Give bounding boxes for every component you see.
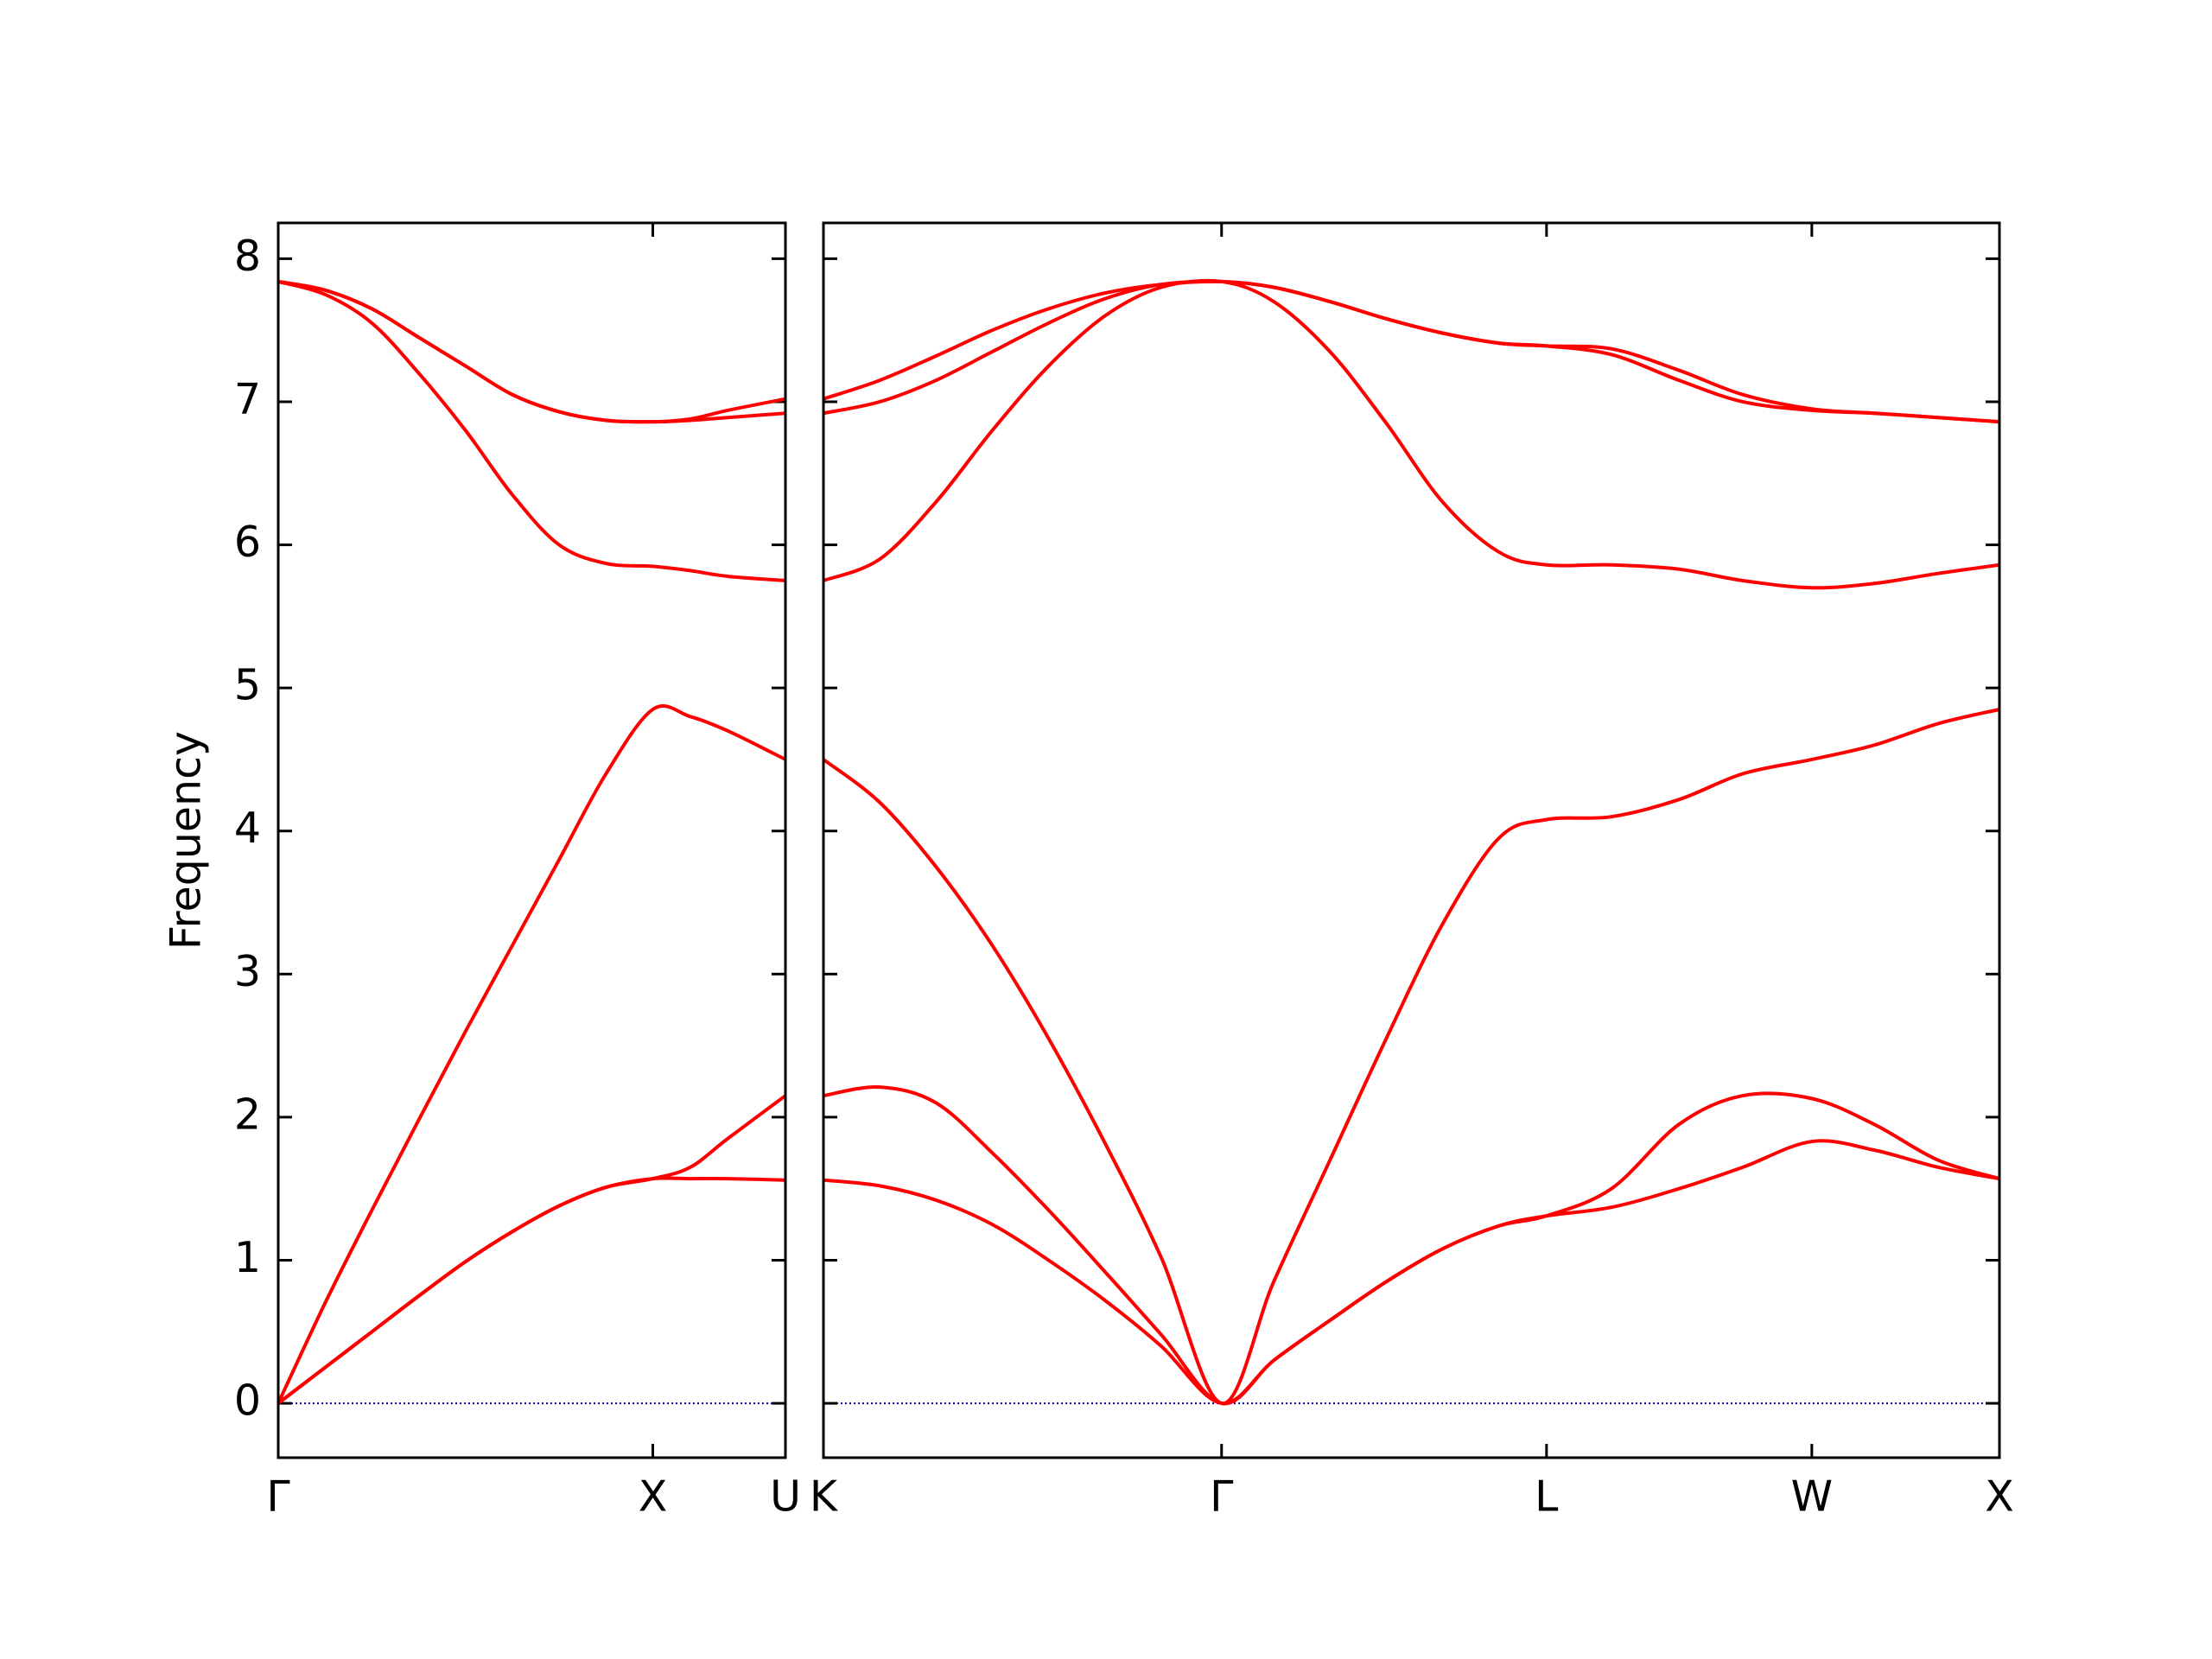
y-tick-label: 1 bbox=[234, 1233, 261, 1282]
y-tick-label: 3 bbox=[234, 947, 261, 996]
y-tick-label: 6 bbox=[234, 518, 261, 567]
x-tick-label: W bbox=[1791, 1472, 1833, 1522]
band-line bbox=[823, 1139, 2000, 1406]
axes-frame bbox=[822, 221, 2001, 1459]
x-tick-label: X bbox=[639, 1472, 668, 1522]
band-line bbox=[276, 1176, 786, 1405]
x-tick-label: Γ bbox=[266, 1472, 290, 1522]
x-tick-label: Γ bbox=[1210, 1472, 1234, 1522]
band-line bbox=[277, 279, 786, 424]
y-axis-label: Frequency bbox=[162, 731, 211, 950]
y-tick-label: 5 bbox=[234, 661, 261, 710]
band-line bbox=[277, 279, 786, 582]
band-line bbox=[276, 704, 786, 1404]
band-line bbox=[823, 279, 2000, 424]
band-line bbox=[277, 279, 786, 424]
axes-frame bbox=[276, 221, 787, 1459]
x-tick-label: U bbox=[770, 1472, 801, 1522]
x-tick-label: K bbox=[810, 1472, 839, 1522]
y-tick-label: 0 bbox=[234, 1376, 261, 1426]
x-tick-label: X bbox=[1985, 1472, 2014, 1522]
band-line bbox=[823, 279, 2000, 424]
y-tick-label: 7 bbox=[234, 374, 261, 423]
y-tick-label: 8 bbox=[234, 232, 261, 281]
y-tick-label: 2 bbox=[234, 1090, 261, 1139]
x-tick-label: L bbox=[1535, 1472, 1559, 1522]
band-line bbox=[823, 1085, 2000, 1406]
y-tick-label: 4 bbox=[234, 804, 261, 853]
band-line bbox=[822, 708, 2000, 1406]
band-line bbox=[276, 1094, 787, 1405]
band-line bbox=[823, 278, 2000, 590]
